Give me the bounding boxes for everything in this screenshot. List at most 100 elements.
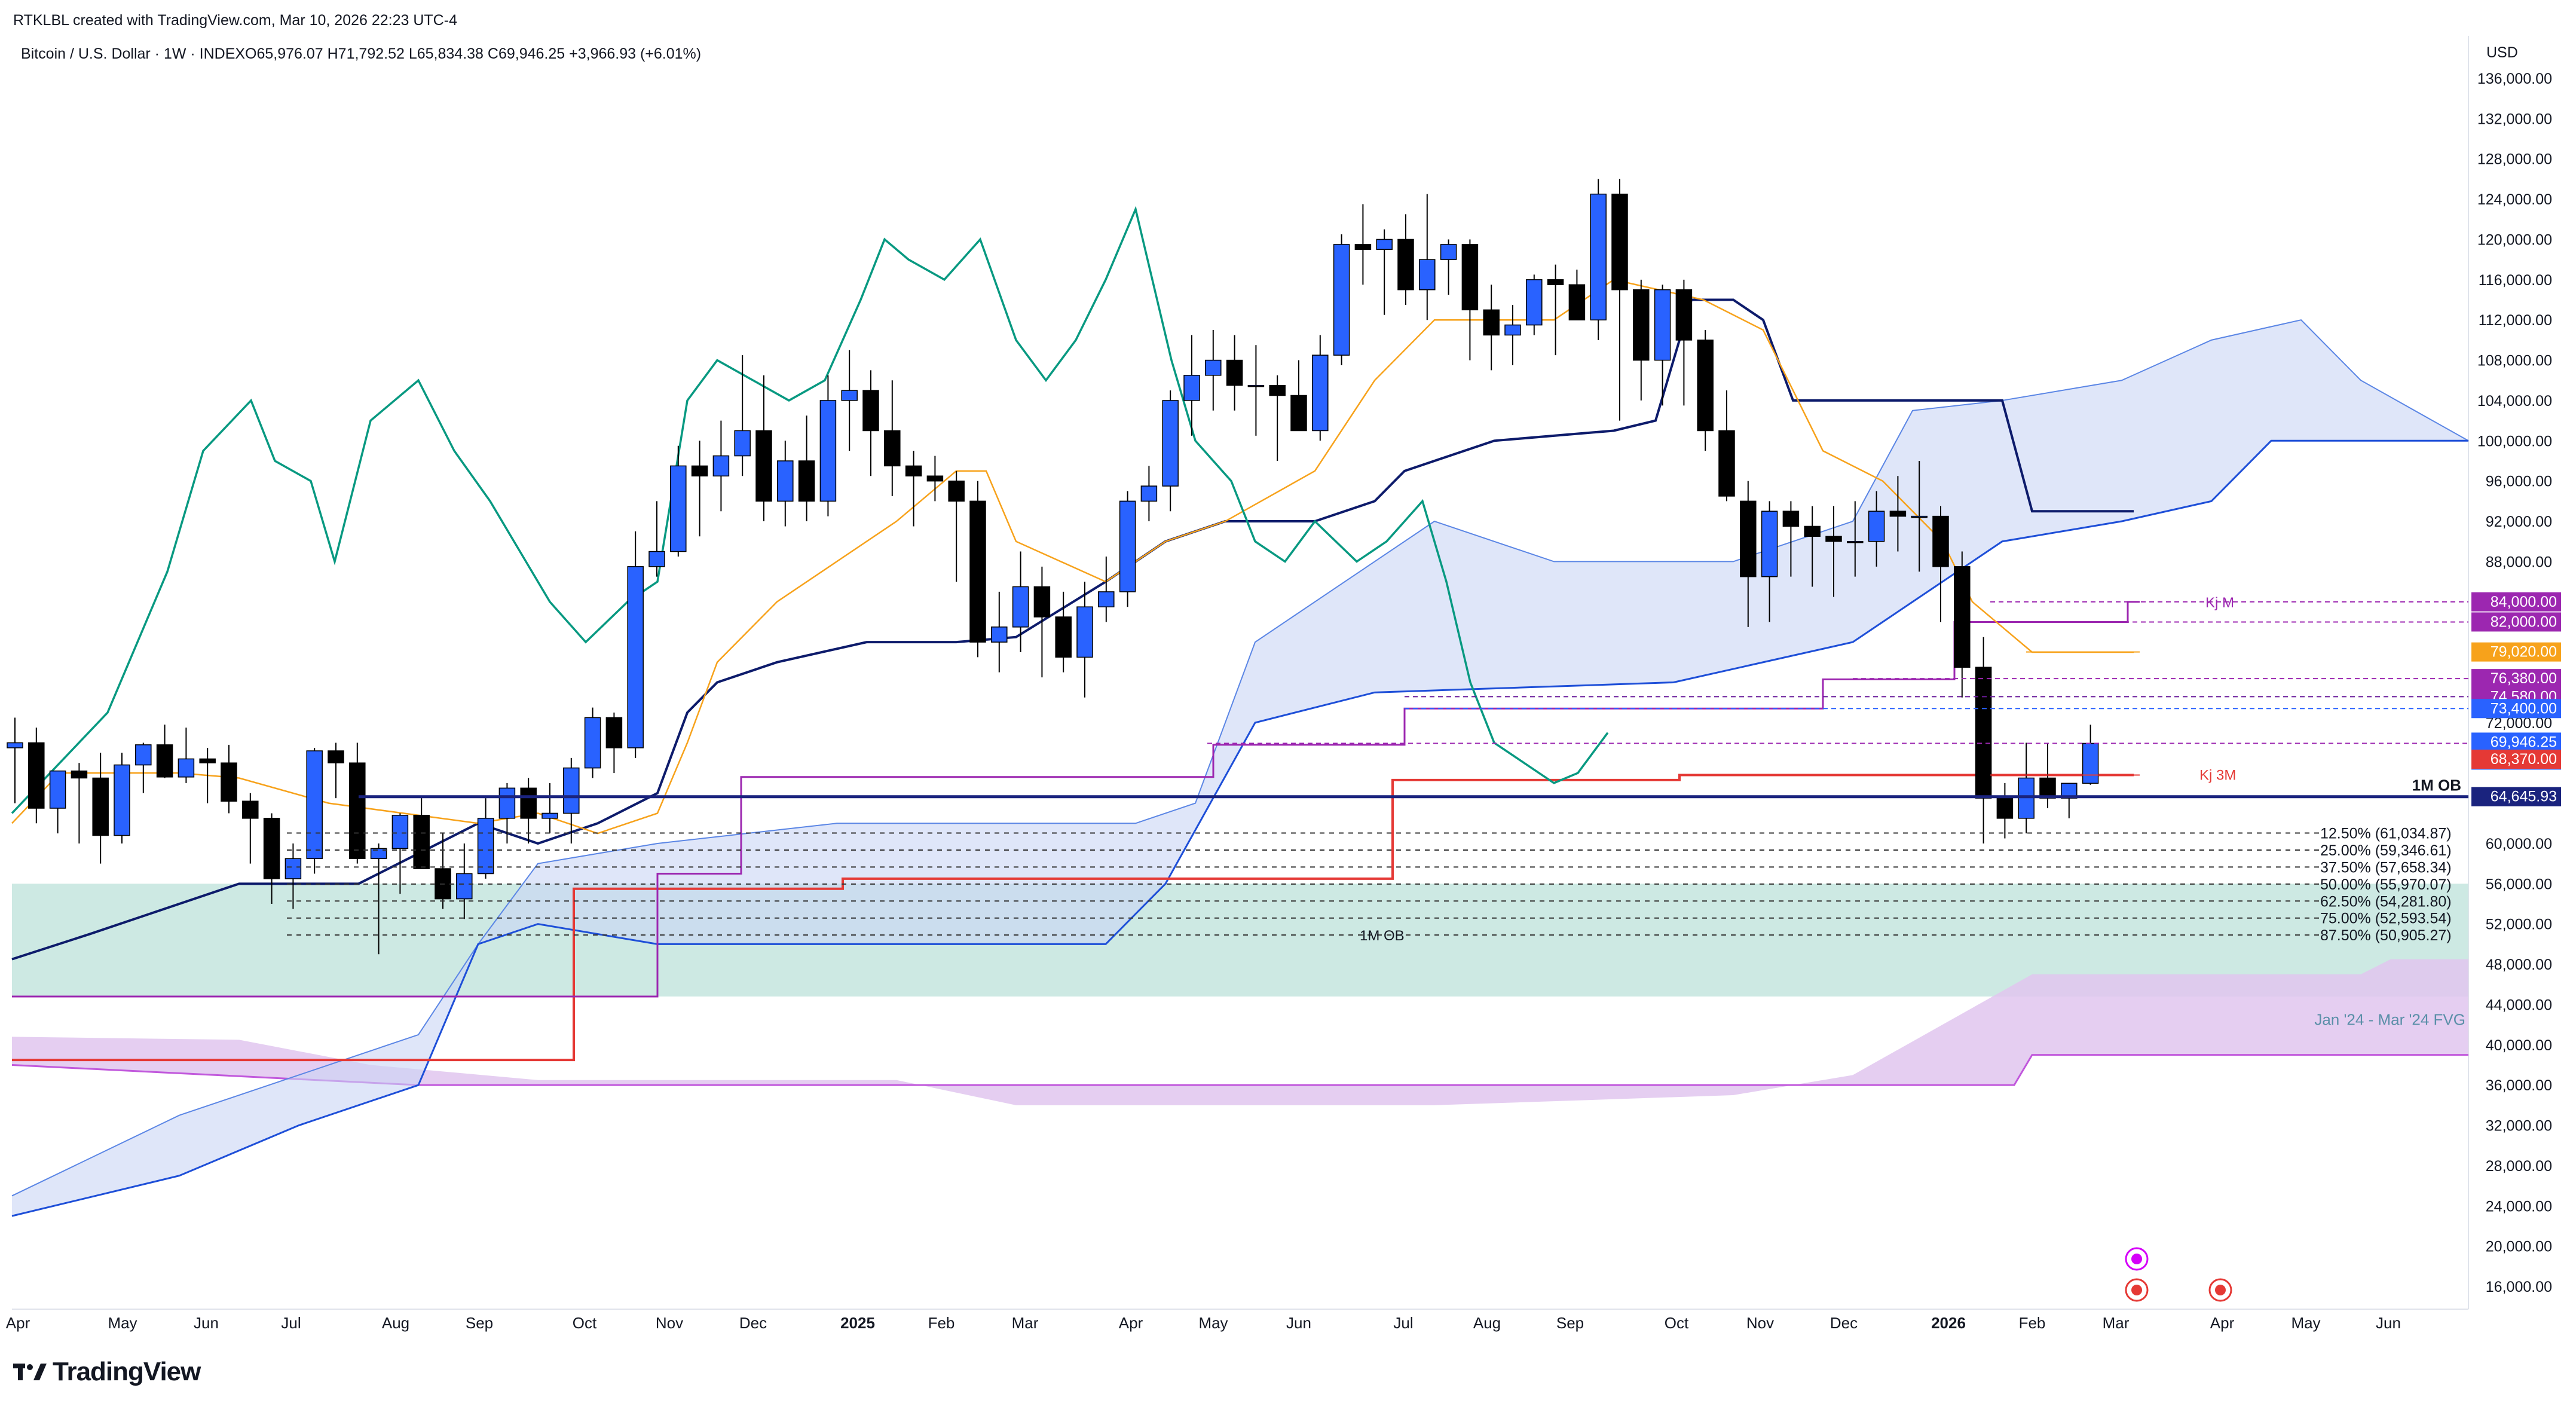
candle-body <box>1012 586 1029 628</box>
candle <box>948 470 965 582</box>
candle-body <box>1504 324 1521 336</box>
candle-body <box>1526 279 1543 326</box>
candle-body <box>1162 400 1179 487</box>
candle <box>1675 279 1693 406</box>
tradingview-brand: TradingView <box>53 1357 201 1386</box>
candle <box>199 747 216 803</box>
fib-level-label: 62.50% (54,281.80) <box>2320 893 2452 910</box>
ichimoku-cloud <box>12 320 2468 1217</box>
candle-body <box>777 460 794 502</box>
time-tick-label: Dec <box>739 1314 767 1332</box>
candle-body <box>691 465 708 476</box>
price-tick-label: 92,000.00 <box>2486 514 2552 530</box>
candle <box>263 813 280 904</box>
candle <box>1076 582 1093 698</box>
fib-level-label: 37.50% (57,658.34) <box>2320 859 2452 876</box>
candle-body <box>648 551 665 567</box>
candle-body <box>221 762 237 802</box>
candle <box>798 415 815 522</box>
candle-body <box>199 758 216 763</box>
candle <box>328 742 344 799</box>
candle <box>541 783 558 834</box>
time-tick-label: Nov <box>1746 1314 1774 1332</box>
candle-body <box>1419 259 1436 291</box>
candle <box>691 441 708 537</box>
candle <box>584 707 601 778</box>
price-tick-label: 96,000.00 <box>2486 473 2552 490</box>
candle <box>1461 239 1479 360</box>
candle <box>712 420 730 512</box>
time-tick-label: Mar <box>2103 1314 2130 1332</box>
currency-label[interactable]: USD <box>2486 44 2518 61</box>
candle <box>1012 551 1029 652</box>
candle-body <box>627 566 644 748</box>
time-tick-label: Jul <box>281 1314 301 1332</box>
candle <box>969 481 986 658</box>
candle-body <box>1590 193 1607 320</box>
price-tick-label: 132,000.00 <box>2477 111 2552 127</box>
candle <box>1825 506 1842 597</box>
time-tick-label: May <box>2291 1314 2320 1332</box>
candle-body <box>734 430 751 457</box>
candle-body <box>413 815 430 869</box>
candle <box>755 375 772 522</box>
candle-body <box>1440 244 1457 260</box>
candle <box>1718 390 1735 502</box>
time-tick-label: Aug <box>382 1314 409 1332</box>
price-tick-label: 28,000.00 <box>2486 1158 2552 1175</box>
time-tick-label: 2025 <box>840 1314 875 1332</box>
candle <box>1740 481 1757 627</box>
candle <box>1419 194 1436 320</box>
candle-body <box>370 848 387 859</box>
candle-body <box>1226 359 1243 386</box>
candle-body <box>862 390 879 432</box>
price-tick-label: 56,000.00 <box>2486 876 2552 892</box>
candle-body <box>541 812 558 819</box>
price-label-value: 84,000.00 <box>2491 594 2557 610</box>
candle-body <box>135 744 152 766</box>
price-label-box <box>2471 787 2561 806</box>
candle <box>1226 335 1243 411</box>
candle <box>605 713 623 774</box>
candle <box>862 370 879 476</box>
candle-body <box>1804 525 1821 537</box>
price-tick-label: 108,000.00 <box>2477 353 2552 369</box>
candles-layer <box>7 179 2099 955</box>
candle-body <box>1868 511 1885 542</box>
price-tick-label: 40,000.00 <box>2486 1037 2552 1054</box>
time-tick-label: Jun <box>194 1314 219 1332</box>
price-label-value: 64,645.93 <box>2491 788 2557 805</box>
candle <box>2061 783 2078 818</box>
time-axis[interactable]: Apr May Jun Jul Aug Sep Oct Nov Dec 2025 Feb Mar Apr… <box>6 1314 2401 1332</box>
candle <box>349 742 366 864</box>
candle <box>520 778 537 843</box>
candle-body <box>242 800 259 819</box>
candle <box>2082 725 2099 785</box>
candle-body <box>1932 515 1949 567</box>
candle-body <box>712 455 730 476</box>
candle <box>1761 501 1778 622</box>
candle <box>1162 390 1179 512</box>
price-tick-label: 104,000.00 <box>2477 393 2552 409</box>
price-label-box <box>2471 699 2561 719</box>
time-tick-label: Oct <box>1665 1314 1689 1332</box>
candle-body <box>1675 289 1693 341</box>
fib-level-label: 75.00% (52,593.54) <box>2320 910 2452 927</box>
price-axis[interactable]: 136,000.00 132,000.00 128,000.00 124,000.00… <box>2471 71 2561 1295</box>
candle <box>1354 204 1372 285</box>
candle <box>1055 591 1072 673</box>
candle-body <box>1376 239 1393 250</box>
time-tick-label: Jun <box>1286 1314 1311 1332</box>
candle-body <box>1397 239 1414 291</box>
candle-body <box>328 750 344 763</box>
candle-body <box>1183 375 1200 401</box>
candle <box>1975 637 1992 843</box>
candle <box>28 728 45 824</box>
symbol-title[interactable]: Bitcoin / U.S. Dollar · 1W · INDEX <box>21 45 246 62</box>
cloud-span-a <box>11 319 2469 1197</box>
price-tick-label: 36,000.00 <box>2486 1077 2552 1094</box>
candle-body <box>926 475 944 482</box>
candle-body <box>1911 515 1928 518</box>
candle-body <box>71 770 88 779</box>
